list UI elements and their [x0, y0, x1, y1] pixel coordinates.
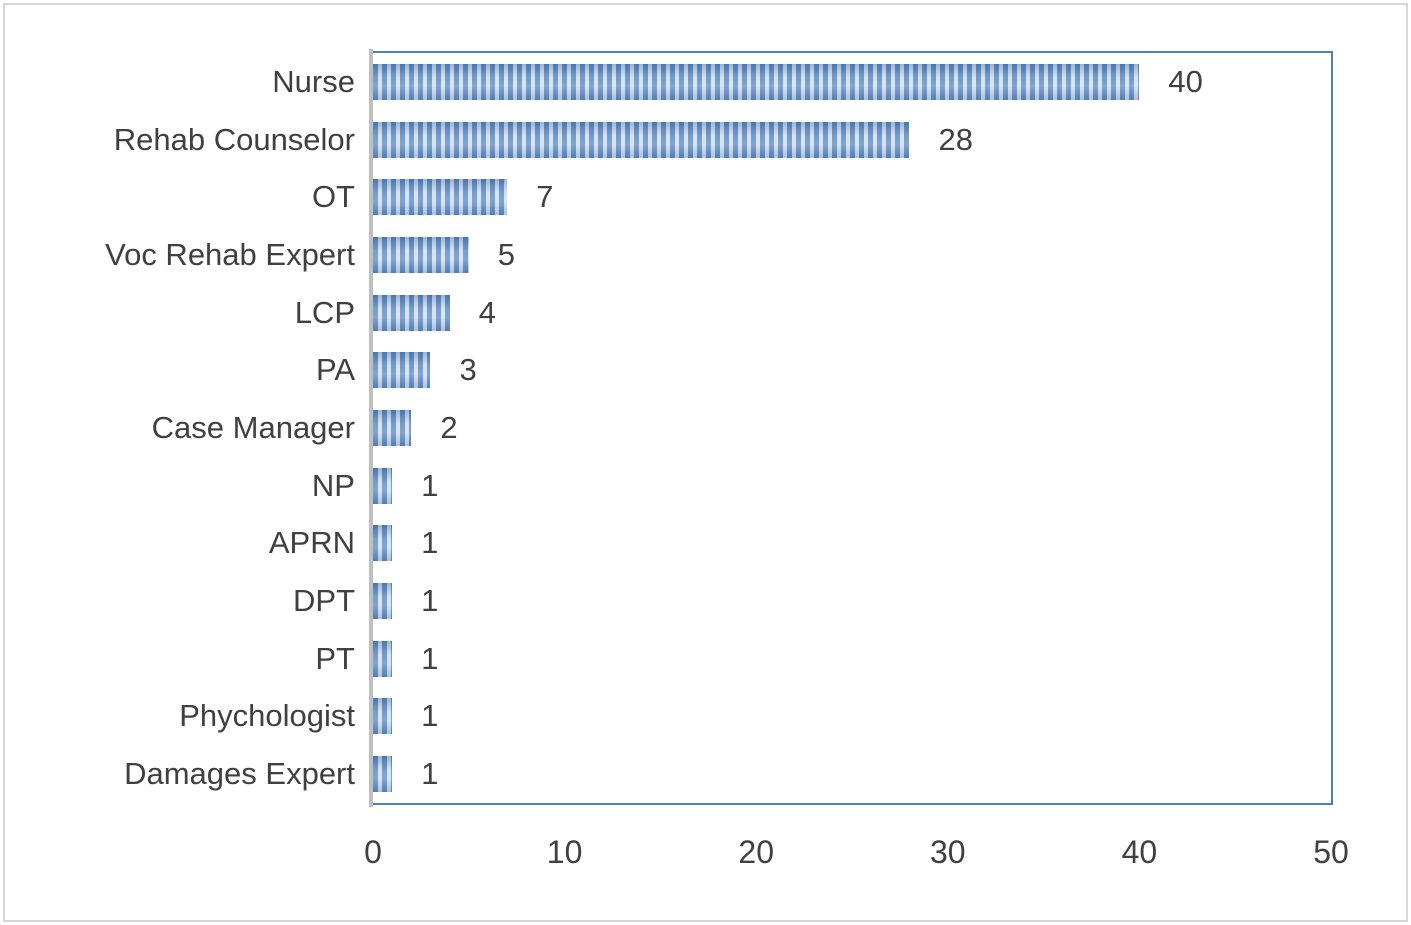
x-axis-tick-label: 10 [546, 834, 583, 870]
bar [373, 467, 393, 504]
data-label: 1 [421, 756, 439, 792]
data-label: 28 [938, 121, 973, 157]
bar [373, 294, 450, 331]
bar [373, 236, 469, 273]
category-label: OT [311, 179, 355, 215]
category-label: Damages Expert [124, 756, 355, 792]
bar [373, 410, 412, 446]
category-label: Case Manager [151, 409, 355, 445]
bar [373, 583, 393, 620]
bar [373, 640, 393, 677]
bar [373, 756, 393, 793]
bar [373, 121, 910, 158]
bar [373, 352, 431, 389]
data-label: 4 [478, 294, 496, 330]
data-label: 1 [421, 698, 439, 734]
bar [373, 63, 1140, 100]
data-label: 1 [421, 525, 439, 561]
category-label: PT [315, 640, 355, 676]
plot-area [371, 51, 1333, 805]
category-label: Nurse [272, 63, 355, 99]
x-axis-tick-label: 30 [930, 834, 966, 870]
bar [373, 179, 508, 216]
data-label: 5 [497, 236, 516, 272]
data-label: 3 [459, 352, 477, 388]
category-label: Voc Rehab Expert [105, 236, 355, 272]
data-label: 1 [421, 640, 439, 676]
category-label: NP [311, 467, 355, 503]
data-label: 2 [440, 409, 458, 445]
x-axis-tick-label: 20 [738, 834, 774, 870]
bar [373, 698, 393, 735]
data-label: 1 [421, 467, 439, 503]
x-axis-tick-label: 40 [1121, 834, 1158, 870]
bar [373, 525, 393, 562]
category-label: APRN [268, 525, 355, 561]
category-label: DPT [293, 583, 355, 619]
x-axis-tick-label: 0 [364, 834, 382, 870]
y-axis-line [369, 49, 373, 807]
category-label: PA [315, 352, 355, 388]
data-label: 40 [1168, 63, 1203, 99]
category-label: LCP [294, 294, 355, 330]
category-label: Rehab Counselor [113, 121, 355, 157]
category-label: Phychologist [179, 698, 355, 734]
data-label: 7 [536, 179, 554, 215]
x-axis-tick-label: 50 [1313, 834, 1349, 870]
data-label: 1 [421, 583, 439, 619]
